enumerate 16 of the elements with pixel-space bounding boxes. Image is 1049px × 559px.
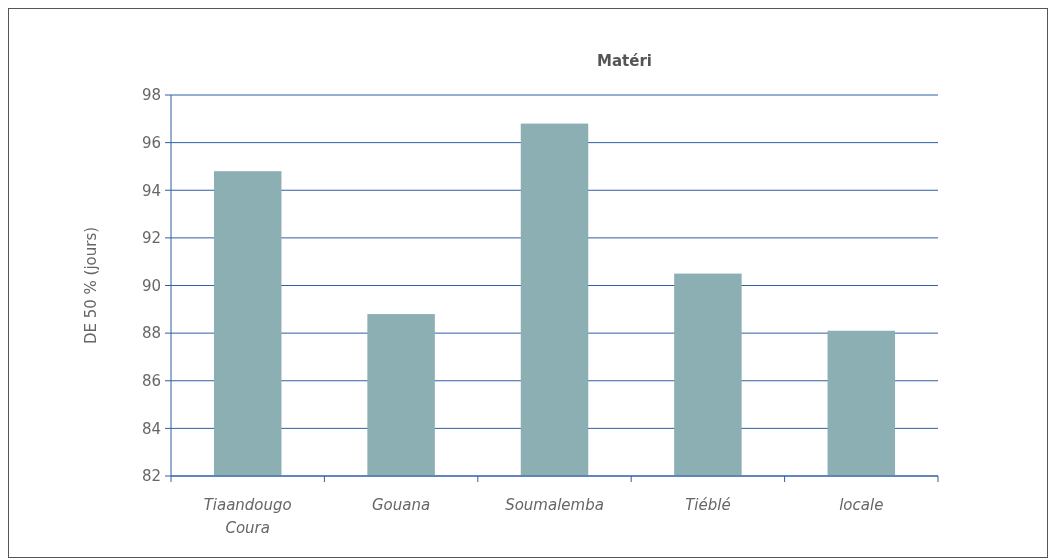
y-tick-label: 92 [141,229,161,248]
y-tick-label: 82 [141,467,161,486]
y-axis-title: DE 50 % (jours) [82,226,100,345]
y-tick-label: 94 [141,181,161,200]
x-tick-label: locale [839,496,884,514]
x-tick-label: Gouana [372,496,431,514]
y-tick-label: 98 [141,86,161,105]
chart-title: Matéri [597,52,652,70]
x-tick-label: Tiéblé [685,496,731,514]
x-tick-label: Soumalemba [505,496,604,514]
y-tick-label: 88 [141,324,161,343]
y-tick-label: 96 [141,133,161,152]
x-tick-label: Tiaandougo Coura [203,496,292,537]
y-tick-label: 84 [141,419,161,438]
y-tick-label: 86 [141,372,161,390]
y-tick-label: 90 [141,276,161,295]
